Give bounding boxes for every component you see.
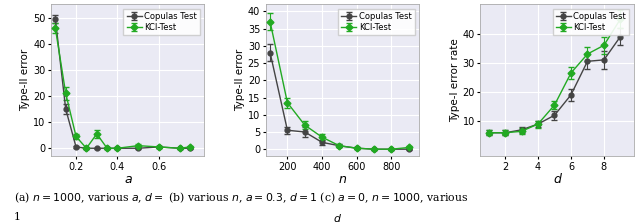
Legend: Copulas Test, KCI-Test: Copulas Test, KCI-Test bbox=[338, 9, 415, 35]
Y-axis label: Type-II error: Type-II error bbox=[235, 49, 245, 112]
X-axis label: a: a bbox=[124, 173, 132, 186]
Text: 1: 1 bbox=[14, 212, 21, 222]
Legend: Copulas Test, KCI-Test: Copulas Test, KCI-Test bbox=[124, 9, 200, 35]
Y-axis label: Type-II error: Type-II error bbox=[20, 49, 31, 112]
X-axis label: n: n bbox=[339, 173, 346, 186]
Legend: Copulas Test, KCI-Test: Copulas Test, KCI-Test bbox=[552, 9, 629, 35]
Text: $d$: $d$ bbox=[333, 212, 342, 223]
X-axis label: d: d bbox=[553, 173, 561, 186]
Text: (a) $n = 1000$, various $a$, $d =$ (b) various $n$, $a = 0.3$, $d = 1$ (c) $a = : (a) $n = 1000$, various $a$, $d =$ (b) v… bbox=[14, 191, 468, 205]
Y-axis label: Type-I error rate: Type-I error rate bbox=[450, 38, 460, 122]
